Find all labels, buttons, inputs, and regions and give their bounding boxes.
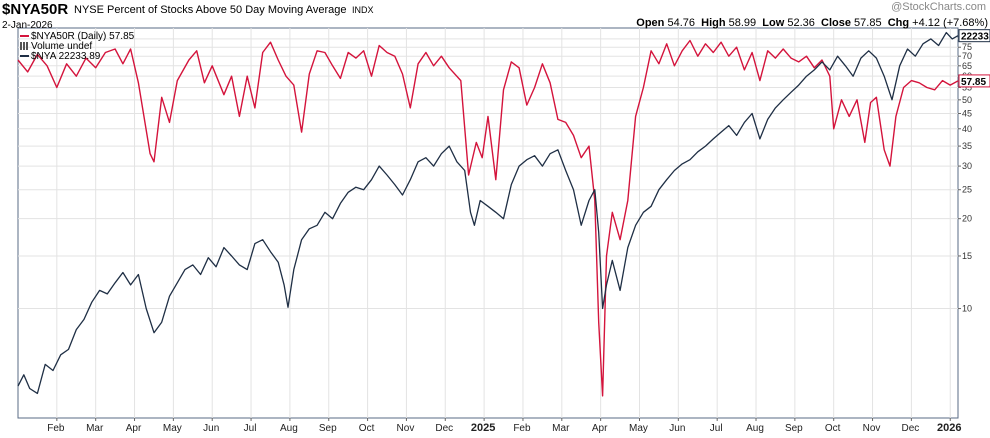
x-tick-label: Oct (825, 423, 841, 434)
x-tick-label: Jul (710, 423, 723, 434)
low-value: 52.36 (787, 17, 815, 29)
x-tick-label: Feb (47, 423, 65, 434)
x-axis: Feb Mar Apr May Jun Jul Aug Sep Oct Nov Dec 2025 Feb… (47, 418, 961, 434)
y-tick-label: 55 (962, 82, 972, 92)
percent-price-tag-box (958, 74, 990, 88)
y-tick-label: 40 (962, 124, 972, 134)
exchange-label: INDX (352, 5, 374, 15)
high-value: 58.99 (728, 17, 757, 29)
nya-series-line (17, 31, 959, 395)
x-tick-label: 2025 (471, 422, 495, 434)
legend-item-nya: $NYA 22233.89 (20, 51, 100, 62)
legend-swatch-percent (20, 35, 29, 38)
chart-symbol: $NYA50R (2, 1, 69, 18)
x-tick-label: Jun (669, 423, 685, 434)
x-tick-label: Mar (86, 423, 104, 434)
percent-price-tag-label: 57.85 (961, 77, 986, 88)
x-tick-label: Jun (203, 423, 219, 434)
y-tick-label: 15 (962, 251, 972, 261)
x-tick-label: May (163, 423, 182, 434)
x-tick-label: May (629, 423, 648, 434)
y-tick-label: 30 (962, 161, 972, 171)
x-tick-label: Dec (435, 423, 453, 434)
x-tick-label: 2026 (937, 422, 961, 434)
y-tick-label: 10 (962, 304, 972, 314)
x-tick-label: Aug (280, 423, 298, 434)
x-tick-label: Feb (513, 423, 531, 434)
y-tick-label: 65 (962, 61, 972, 71)
nya-price-tag-label: 22233 (961, 32, 989, 43)
chg-value: +4.12 (+7.68%) (912, 17, 988, 29)
chg-label: Chg (887, 17, 910, 29)
x-tick-label: Oct (359, 423, 375, 434)
x-tick-label: Apr (126, 423, 142, 434)
x-tick-label: Apr (592, 423, 608, 434)
chart-date: 2-Jan-2026 (2, 20, 53, 31)
low-label: Low (762, 17, 785, 29)
legend-item-volume: Volume undef (20, 41, 92, 52)
series-layer (17, 31, 959, 397)
open-label: Open (636, 17, 665, 29)
x-tick-label: Aug (746, 423, 764, 434)
legend-swatch-nya (20, 55, 29, 58)
y-tick-label: 25 (962, 185, 972, 195)
x-tick-label: Jul (244, 423, 257, 434)
volume-bars-icon (20, 42, 29, 51)
close-label: Close (821, 17, 851, 29)
ohlc-readout: Open 54.76 High 58.99 Low 52.36 Close 57… (636, 17, 988, 29)
legend-text-nya: $NYA 22233.89 (31, 51, 101, 62)
watermark: @StockCharts.com (891, 1, 986, 13)
x-tick-label: Dec (901, 423, 919, 434)
legend-text-percent: $NYA50R (Daily) 57.85 (31, 31, 135, 42)
chart-description: NYSE Percent of Stocks Above 50 Day Movi… (74, 4, 347, 16)
y-tick-label: 20 (962, 214, 972, 224)
nya-price-tag-box (958, 29, 990, 43)
grid (18, 28, 958, 418)
percent-series-line (17, 39, 959, 397)
y-tick-label: 75 (962, 42, 972, 52)
x-tick-label: Sep (319, 423, 337, 434)
y-tick-label: 50 (962, 95, 972, 105)
x-tick-label: Nov (397, 423, 415, 434)
y-tick-label: 70 (962, 51, 972, 61)
plot-frame (17, 27, 959, 419)
x-tick-label: Nov (863, 423, 881, 434)
y-tick-label: 35 (962, 141, 972, 151)
x-tick-label: Mar (552, 423, 570, 434)
close-value: 57.85 (854, 17, 882, 29)
legend-text-volume: Volume undef (31, 41, 93, 52)
open-value: 54.76 (667, 17, 695, 29)
y-tick-label: 45 (962, 108, 972, 118)
high-label: High (701, 17, 726, 29)
price-tags: 22233 57.85 (958, 29, 990, 88)
x-tick-label: Sep (785, 423, 803, 434)
legend-item-percent: $NYA50R (Daily) 57.85 (20, 31, 134, 42)
